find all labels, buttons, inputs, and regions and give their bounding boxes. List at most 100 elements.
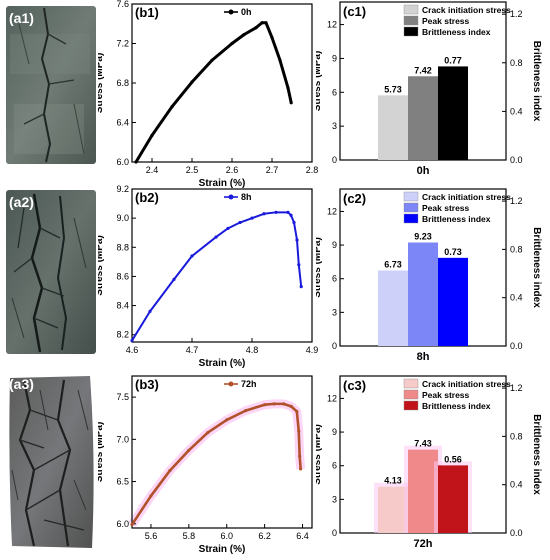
stress-bar-chart-8h: 0 3 6 9 12 0.0 0.4 0.8 1.2 6.73 9.23 0.73 8h Stress (…	[316, 188, 542, 363]
data-point	[172, 277, 176, 281]
data-point	[295, 238, 299, 242]
panel-label: (c3)	[343, 378, 366, 393]
y-left-tick-label: 0	[332, 341, 337, 351]
legend-swatch-marker	[228, 194, 234, 200]
y-left-axis-label: Stress (MPa)	[316, 237, 323, 298]
bar	[408, 76, 438, 160]
y-left-tick-label: 12	[327, 393, 337, 403]
legend-label: 72h	[241, 379, 257, 389]
y-right-tick-label: 0.4	[510, 106, 523, 116]
x-axis-label: Strain (%)	[199, 544, 246, 555]
bar	[438, 465, 468, 533]
bar-value-label: 0.73	[444, 247, 462, 257]
panel-label-a3: (a3)	[9, 376, 34, 392]
category-label: 0h	[417, 165, 430, 177]
bar	[378, 270, 408, 346]
y-right-tick-label: 0.4	[510, 480, 523, 490]
x-tick-label: 2.6	[226, 165, 239, 175]
data-point	[289, 404, 293, 408]
data-point	[242, 33, 246, 37]
legend-label: 0h	[241, 7, 252, 17]
rock-photo-8h: (a2)	[4, 188, 98, 356]
y-right-axis-label: Brittleness index	[531, 414, 542, 495]
legend-label: Crack initiation stress	[422, 379, 511, 389]
data-point	[250, 216, 254, 220]
data-point	[299, 285, 303, 289]
y-tick-label: 6.8	[116, 78, 129, 88]
y-tick-label: 7.6	[116, 0, 129, 9]
legend-swatch	[403, 389, 419, 400]
stress-strain-curve	[131, 211, 303, 342]
stress-strain-curve	[134, 21, 293, 163]
stress-bar-chart-72h: 0 3 6 9 12 0.0 0.4 0.8 1.2 4.13 7.43 0.56 72h Stress …	[316, 375, 542, 550]
y-right-tick-label: 1.2	[510, 383, 523, 393]
y-right-tick-label: 0.8	[510, 244, 523, 254]
legend-swatch	[403, 4, 419, 15]
x-tick-label: 2.7	[266, 165, 279, 175]
x-tick-label: 5.6	[145, 531, 158, 541]
stress-strain-chart-0h: 2.4 2.5 2.6 2.7 2.8 6.0 6.4 6.8 7.2 7.6 Strain (%)…	[98, 0, 318, 189]
plot-frame	[131, 375, 313, 529]
x-tick-label: 2.5	[186, 165, 199, 175]
panel-label-a2: (a2)	[9, 194, 34, 210]
y-left-tick-label: 0	[332, 528, 337, 538]
data-point	[148, 309, 152, 313]
data-point	[286, 86, 290, 90]
data-point	[225, 418, 229, 422]
bar-value-label: 0.56	[444, 454, 462, 464]
y-right-tick-label: 0.4	[510, 293, 523, 303]
y-left-tick-label: 12	[327, 206, 337, 216]
stress-strain-chart-72h: 5.6 5.8 6.0 6.2 6.4 6.0 6.5 7.0 7.5 Strain (%) Str…	[98, 375, 313, 555]
y-tick-label: 9.0	[116, 213, 129, 223]
y-left-axis-label: Stress (MPa)	[316, 424, 323, 485]
panel-label-a1: (a1)	[9, 10, 34, 26]
data-point	[278, 58, 282, 62]
y-right-tick-label: 0.0	[510, 155, 523, 165]
y-tick-label: 7.5	[116, 392, 129, 402]
y-axis-label: Stress (MPa)	[98, 53, 105, 114]
data-point	[297, 263, 301, 267]
x-tick-label: 4.6	[126, 345, 139, 355]
data-point	[210, 58, 214, 62]
y-right-tick-label: 0.0	[510, 528, 523, 538]
legend-label: Brittleness index	[422, 27, 491, 37]
legend-label: Peak stress	[422, 16, 470, 26]
y-tick-label: 7.0	[116, 434, 129, 444]
data-point	[230, 41, 234, 46]
panel-label: (b2)	[135, 190, 159, 205]
y-tick-label: 6.5	[116, 477, 129, 487]
data-point	[286, 210, 290, 214]
data-point	[149, 494, 153, 498]
data-point	[254, 26, 258, 30]
rock-photo-72h: (a3)	[4, 370, 98, 554]
legend-swatch	[403, 400, 419, 411]
y-right-axis-label: Brittleness index	[531, 227, 542, 308]
y-tick-label: 6.4	[116, 118, 129, 128]
y-left-tick-label: 9	[332, 240, 337, 250]
y-left-tick-label: 0	[332, 155, 337, 165]
data-point	[274, 210, 278, 214]
y-right-tick-label: 0.0	[510, 341, 523, 351]
data-point	[289, 213, 293, 217]
bar-value-label: 4.13	[384, 476, 402, 486]
y-axis-label: Stress (MPa)	[98, 422, 105, 483]
data-point	[190, 80, 194, 84]
curve-halo	[128, 399, 306, 528]
legend-label: Brittleness index	[422, 401, 491, 411]
data-point	[292, 220, 296, 225]
legend-swatch-marker	[228, 381, 234, 387]
y-right-tick-label: 1.2	[510, 196, 523, 206]
panel-label: (c2)	[343, 191, 366, 206]
y-left-tick-label: 9	[332, 427, 337, 437]
y-right-tick-label: 0.8	[510, 431, 523, 441]
data-point	[289, 101, 293, 105]
panel-label: (b1)	[135, 5, 159, 20]
x-tick-label: 6.2	[258, 531, 271, 541]
y-right-tick-label: 1.2	[510, 9, 523, 19]
y-left-tick-label: 12	[327, 20, 337, 30]
bar	[378, 95, 408, 160]
category-label: 72h	[414, 538, 433, 550]
y-tick-label: 8.2	[116, 330, 129, 340]
data-point	[187, 448, 191, 452]
legend-label: Peak stress	[422, 203, 470, 213]
